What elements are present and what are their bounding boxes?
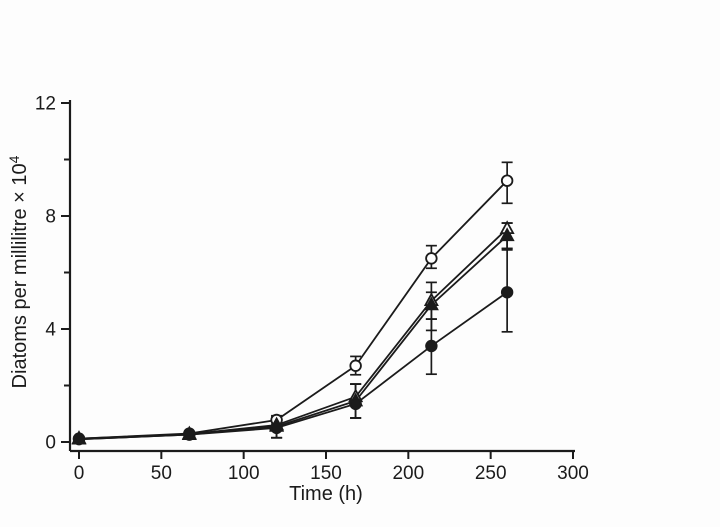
data-point-filled-circle [349,397,362,411]
data-point-filled-triangle [423,296,439,311]
y-axis-title: Diatoms per millilitre × 104 [6,155,31,388]
data-point-open-circle [425,252,438,265]
data-point-open-circle [500,174,514,187]
data-point-filled-circle [270,421,283,435]
data-point-filled-circle [425,339,438,353]
y-tick-label: 4 [45,320,56,341]
x-tick-label: 150 [310,463,342,484]
x-tick-label: 100 [228,463,260,484]
data-points-layer [71,174,515,446]
y-tick-label: 12 [35,94,56,115]
x-tick-label: 200 [392,463,424,484]
series-line-open-circle [78,180,508,440]
x-tick-label: 0 [74,463,85,484]
x-axis-title: Time (h) [289,483,363,505]
data-point-filled-triangle [499,227,515,242]
axes: 0 50 100 150 200 250 300 0 4 8 12 [35,94,589,485]
data-point-filled-circle [500,286,514,299]
series-lines-layer [78,180,508,441]
data-point-filled-circle [183,428,196,441]
y-tick-label: 0 [45,433,56,454]
error-bars-layer [271,161,513,439]
series-line-filled-circle [78,291,508,441]
x-tick-label: 250 [475,463,507,484]
y-tick-label: 8 [45,207,56,228]
series-line-open-triangle [78,228,508,440]
x-tick-label: 50 [151,463,172,484]
data-point-open-circle [349,359,362,372]
y-axis-title-exponent: 4 [6,155,22,163]
y-axis-title-base: Diatoms per millilitre × 10 [9,163,31,388]
x-tick-label: 300 [557,463,589,484]
data-point-filled-circle [72,432,86,446]
